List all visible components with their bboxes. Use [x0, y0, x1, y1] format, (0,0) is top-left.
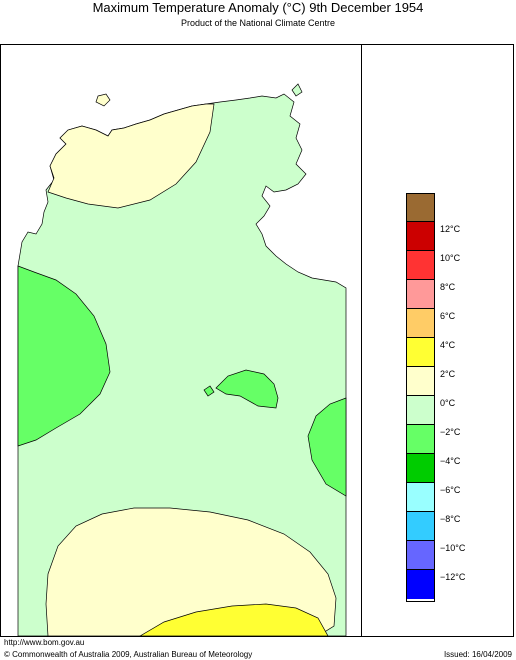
legend-label: −6°C	[440, 485, 461, 495]
panel-divider	[361, 44, 362, 637]
map-title: Maximum Temperature Anomaly (°C) 9th Dec…	[92, 0, 424, 15]
legend-swatch	[406, 541, 435, 570]
legend-swatch	[406, 222, 435, 251]
legend-label: −10°C	[440, 543, 466, 553]
island-northeast	[291, 83, 303, 97]
legend-swatch	[406, 483, 435, 512]
island-small-north	[95, 93, 111, 107]
footer-copyright: © Commonwealth of Australia 2009, Austra…	[4, 650, 253, 659]
region-east-cool	[307, 397, 347, 497]
legend-swatch	[406, 193, 435, 222]
map-frame	[0, 44, 514, 637]
region-central-cool-islet	[203, 385, 215, 397]
legend-label: 8°C	[440, 282, 456, 292]
legend-label: −12°C	[440, 572, 466, 582]
region-south-hot	[139, 603, 329, 636]
legend-swatch	[406, 367, 435, 396]
legend-swatch	[406, 425, 435, 454]
anomaly-map	[17, 83, 347, 636]
footer-url[interactable]: http://www.bom.gov.au	[4, 638, 85, 647]
legend-label: 4°C	[440, 340, 456, 350]
legend-label: −4°C	[440, 456, 461, 466]
legend-label: 10°C	[440, 253, 461, 263]
legend-swatch	[406, 512, 435, 541]
footer-issued: Issued: 16/04/2009	[443, 650, 512, 659]
region-north-warm	[47, 103, 215, 209]
legend-label: 6°C	[440, 311, 456, 321]
region-central-cool	[215, 369, 279, 409]
legend-label: 0°C	[440, 398, 456, 408]
legend-swatch	[406, 280, 435, 309]
region-west-cool	[17, 265, 111, 447]
legend-label: −8°C	[440, 514, 461, 524]
legend-label: −2°C	[440, 427, 461, 437]
legend-colorbar	[406, 193, 435, 599]
map-subtitle: Product of the National Climate Centre	[180, 18, 336, 28]
legend-label: 12°C	[440, 224, 461, 234]
legend-swatch	[406, 396, 435, 425]
legend-swatch	[406, 570, 435, 599]
legend-swatch	[406, 338, 435, 367]
legend-label: 2°C	[440, 369, 456, 379]
legend-swatch	[406, 251, 435, 280]
legend-swatch	[406, 454, 435, 483]
legend-swatch	[406, 309, 435, 338]
